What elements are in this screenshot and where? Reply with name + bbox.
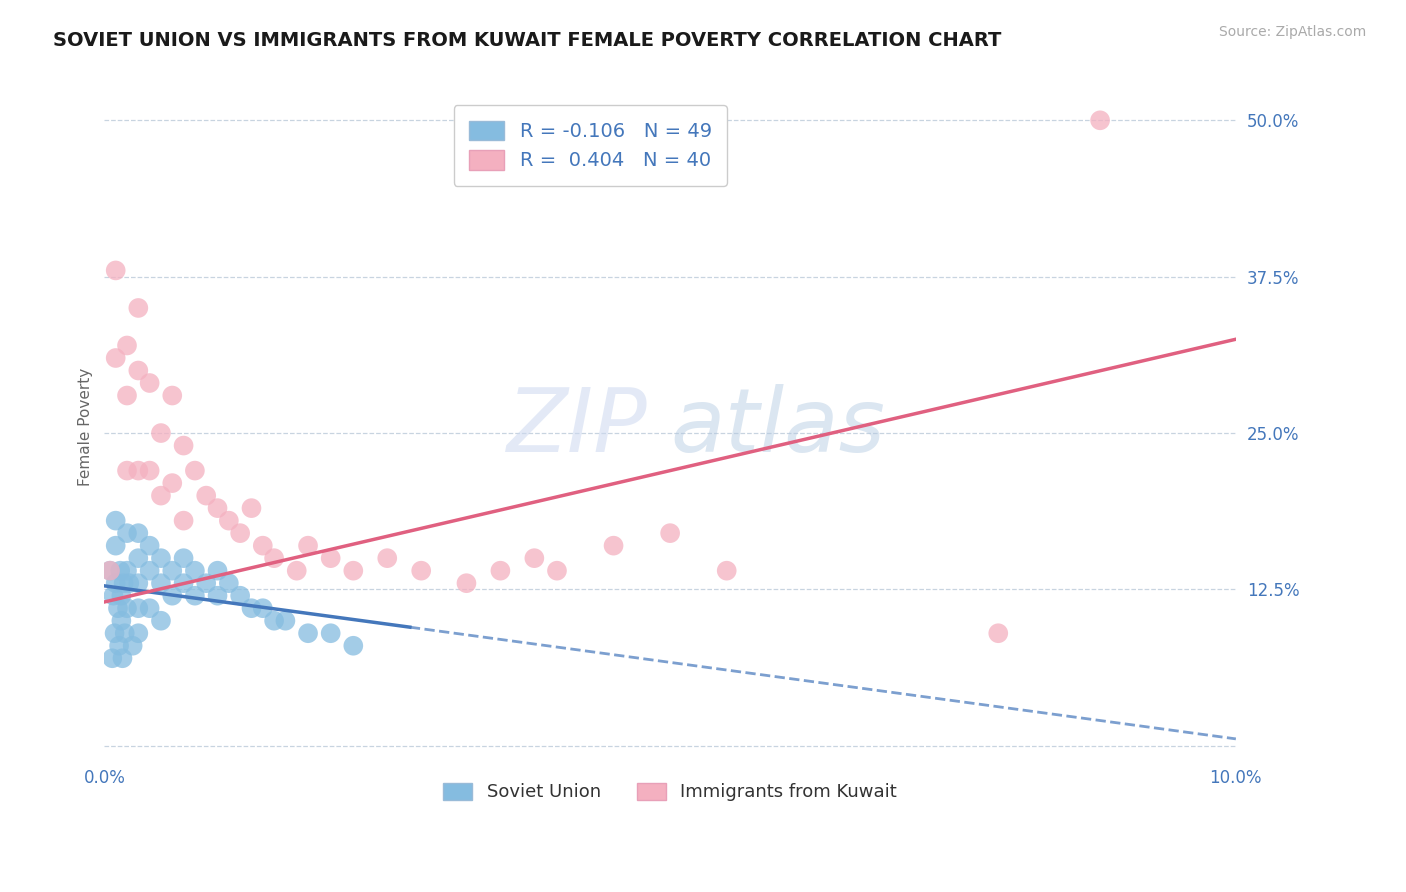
Point xyxy=(110,564,132,578)
Point xyxy=(127,526,149,541)
Point xyxy=(138,539,160,553)
Text: SOVIET UNION VS IMMIGRANTS FROM KUWAIT FEMALE POVERTY CORRELATION CHART: SOVIET UNION VS IMMIGRANTS FROM KUWAIT F… xyxy=(53,31,1002,50)
Point xyxy=(207,564,229,578)
Point xyxy=(104,263,127,277)
Point xyxy=(127,626,149,640)
Point xyxy=(319,551,342,566)
Point xyxy=(184,464,207,478)
Point xyxy=(115,601,138,615)
Point xyxy=(111,651,134,665)
Point xyxy=(121,639,143,653)
Point xyxy=(716,564,738,578)
Point xyxy=(173,439,195,453)
Point xyxy=(229,526,252,541)
Point xyxy=(108,639,131,653)
Text: Source: ZipAtlas.com: Source: ZipAtlas.com xyxy=(1219,25,1367,39)
Point xyxy=(546,564,568,578)
Point xyxy=(162,589,184,603)
Point xyxy=(149,614,172,628)
Point xyxy=(173,576,195,591)
Point xyxy=(110,589,132,603)
Point xyxy=(103,589,125,603)
Point xyxy=(149,551,172,566)
Point xyxy=(173,551,195,566)
Point xyxy=(149,425,172,440)
Point xyxy=(987,626,1010,640)
Point xyxy=(375,551,398,566)
Point xyxy=(149,489,172,503)
Point xyxy=(127,301,149,315)
Point xyxy=(263,614,285,628)
Point xyxy=(115,464,138,478)
Point xyxy=(138,564,160,578)
Point xyxy=(115,564,138,578)
Point xyxy=(162,388,184,402)
Point xyxy=(297,539,319,553)
Point xyxy=(274,614,297,628)
Point xyxy=(411,564,433,578)
Text: atlas: atlas xyxy=(671,384,884,470)
Y-axis label: Female Poverty: Female Poverty xyxy=(79,368,93,486)
Point xyxy=(195,489,218,503)
Point xyxy=(319,626,342,640)
Point xyxy=(207,501,229,516)
Point xyxy=(104,576,127,591)
Point xyxy=(229,589,252,603)
Point xyxy=(138,601,160,615)
Point xyxy=(184,564,207,578)
Point xyxy=(112,576,135,591)
Point xyxy=(342,564,364,578)
Point xyxy=(127,464,149,478)
Point xyxy=(118,576,141,591)
Point xyxy=(240,501,263,516)
Point xyxy=(127,576,149,591)
Point xyxy=(1088,113,1111,128)
Point xyxy=(523,551,546,566)
Point xyxy=(127,601,149,615)
Point xyxy=(103,626,125,640)
Text: ZIP: ZIP xyxy=(506,384,648,470)
Point xyxy=(602,539,624,553)
Point xyxy=(285,564,308,578)
Point xyxy=(110,614,132,628)
Point xyxy=(98,564,121,578)
Point xyxy=(659,526,682,541)
Point xyxy=(114,626,136,640)
Point xyxy=(489,564,512,578)
Point xyxy=(218,514,240,528)
Point xyxy=(115,526,138,541)
Point xyxy=(263,551,285,566)
Point xyxy=(101,651,124,665)
Point xyxy=(104,514,127,528)
Point xyxy=(342,639,364,653)
Point xyxy=(252,601,274,615)
Point xyxy=(252,539,274,553)
Point xyxy=(162,476,184,491)
Point xyxy=(127,551,149,566)
Point xyxy=(456,576,478,591)
Point xyxy=(104,539,127,553)
Point xyxy=(138,376,160,390)
Point xyxy=(173,514,195,528)
Point xyxy=(184,589,207,603)
Point xyxy=(207,589,229,603)
Point xyxy=(115,388,138,402)
Point xyxy=(98,564,121,578)
Point xyxy=(195,576,218,591)
Point xyxy=(127,363,149,377)
Point xyxy=(162,564,184,578)
Point xyxy=(149,576,172,591)
Point xyxy=(240,601,263,615)
Point xyxy=(107,601,129,615)
Point xyxy=(115,338,138,352)
Legend: Soviet Union, Immigrants from Kuwait: Soviet Union, Immigrants from Kuwait xyxy=(433,772,908,813)
Point xyxy=(218,576,240,591)
Point xyxy=(138,464,160,478)
Point xyxy=(104,351,127,365)
Point xyxy=(297,626,319,640)
